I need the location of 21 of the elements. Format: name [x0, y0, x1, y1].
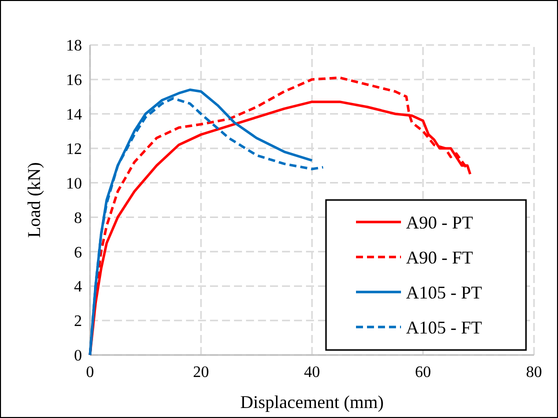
x-tick-label: 40	[304, 364, 320, 381]
x-tick-label: 20	[193, 364, 209, 381]
legend-label: A105 - PT	[406, 282, 482, 302]
legend-label: A90 - PT	[406, 212, 474, 232]
y-tick-label: 4	[74, 278, 82, 296]
y-tick-label: 18	[66, 38, 82, 55]
y-tick-label: 0	[74, 348, 82, 365]
x-axis-title: Displacement (mm)	[240, 392, 384, 412]
x-tick-label: 0	[86, 364, 94, 381]
y-tick-label: 14	[66, 106, 82, 124]
y-tick-label: 6	[74, 244, 82, 262]
y-tick-label: 2	[74, 313, 82, 330]
y-tick-label: 8	[74, 210, 82, 227]
x-tick-label: 60	[415, 364, 431, 381]
x-tick-label: 80	[526, 364, 542, 381]
legend-label: A105 - FT	[406, 317, 482, 338]
y-tick-label: 10	[66, 175, 82, 192]
y-tick-label: 12	[66, 140, 82, 158]
y-tick-label: 16	[66, 72, 82, 90]
y-axis-title: Load (kN)	[24, 162, 44, 238]
legend-label: A90 - FT	[406, 247, 474, 268]
